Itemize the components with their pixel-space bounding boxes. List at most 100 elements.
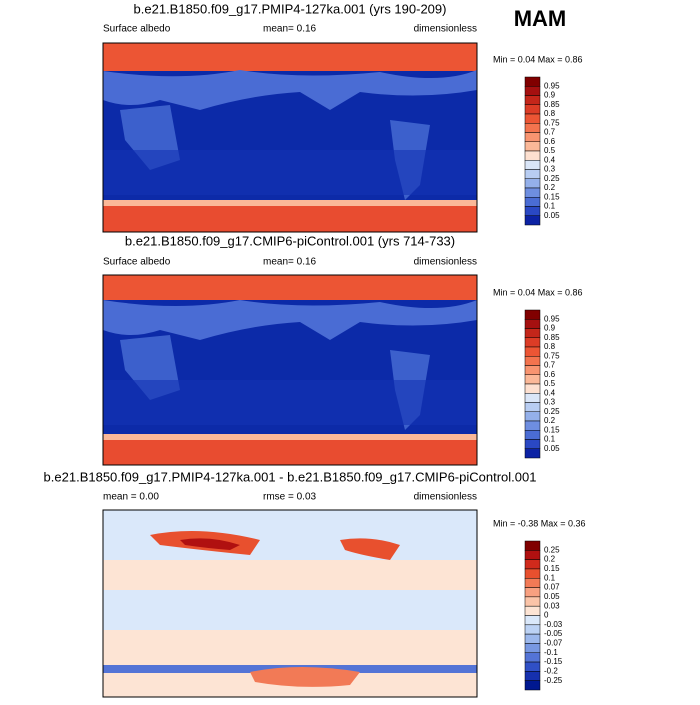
colorbar-box (524, 633, 541, 644)
colorbar-label: 0.85 (544, 333, 560, 342)
colorbar-box (524, 402, 541, 412)
colorbar-box (524, 187, 541, 198)
colorbar-box (524, 206, 541, 216)
panel-title: b.e21.B1850.f09_g17.PMIP4-127ka.001 - b.… (44, 469, 537, 484)
colorbar-label: 0.5 (544, 146, 556, 155)
colorbar-box (524, 132, 541, 142)
colorbar-box (524, 661, 541, 672)
colorbar-label: 0.75 (544, 118, 560, 127)
min-max-label: Min = 0.04 Max = 0.86 (493, 54, 583, 64)
colorbar-label: -0.03 (544, 620, 563, 629)
colorbar-label: 0.25 (544, 545, 560, 554)
panel-title: b.e21.B1850.f09_g17.CMIP6-piControl.001 … (125, 233, 455, 248)
colorbar-label: 0.2 (544, 183, 556, 192)
colorbar-label: 0.95 (544, 81, 560, 90)
colorbar-box (524, 76, 541, 87)
units-label: dimensionless (414, 257, 477, 268)
colorbar-box (524, 568, 541, 579)
colorbar-box (524, 383, 541, 394)
colorbar-box (524, 215, 541, 226)
colorbar-label: 0.75 (544, 351, 560, 360)
colorbar-box (524, 328, 541, 338)
colorbar-label: 0.2 (544, 416, 556, 425)
colorbar-box (524, 309, 541, 320)
colorbar-box (524, 374, 541, 385)
units-label: dimensionless (414, 492, 477, 503)
colorbar-box (524, 596, 541, 607)
colorbar-box (524, 393, 541, 403)
colorbar-label: 0.85 (544, 100, 560, 109)
colorbar-label: 0.6 (544, 370, 556, 379)
colorbar-box (524, 346, 541, 357)
colorbar-box (524, 104, 541, 115)
map-3 (102, 509, 478, 698)
colorbar-box (524, 652, 541, 663)
stat-label: mean= 0.16 (263, 257, 317, 268)
colorbar-box (524, 411, 541, 422)
colorbar-label: 0.4 (544, 388, 556, 397)
colorbar-label: 0.6 (544, 137, 556, 146)
colorbar-label: 0.1 (544, 573, 556, 582)
colorbar-label: 0.05 (544, 592, 560, 601)
colorbar-label: 0.1 (544, 435, 556, 444)
colorbar-box (524, 160, 541, 170)
stat-label: mean= 0.16 (263, 24, 317, 35)
colorbar-box (524, 587, 541, 598)
map-2 (102, 274, 478, 466)
colorbar-box (524, 439, 541, 449)
colorbar-label: 0.25 (544, 174, 560, 183)
colorbar-box (524, 615, 541, 626)
colorbar-box (524, 430, 541, 440)
colorbar-label: 0.05 (544, 211, 560, 220)
colorbar-box (524, 150, 541, 161)
colorbar-label: -0.15 (544, 657, 563, 666)
field-label: Surface albedo (103, 24, 171, 35)
stat-label: rmse = 0.03 (263, 492, 317, 503)
colorbar-label: 0 (544, 611, 549, 620)
colorbar-box (524, 169, 541, 179)
colorbar-label: 0.95 (544, 314, 560, 323)
colorbar-box (524, 365, 541, 375)
field-label: mean = 0.00 (103, 492, 159, 503)
colorbar-box (524, 540, 541, 551)
colorbar-label: -0.05 (544, 629, 563, 638)
colorbar-box (524, 559, 541, 570)
colorbar-label: 0.25 (544, 407, 560, 416)
colorbar-box (524, 448, 541, 459)
colorbar-label: -0.2 (544, 666, 558, 675)
colorbar-box (524, 197, 541, 207)
colorbar-label: 0.9 (544, 324, 556, 333)
colorbar-box (524, 550, 541, 560)
panel-title: b.e21.B1850.f09_g17.PMIP4-127ka.001 (yrs… (134, 1, 447, 16)
colorbar-box (524, 178, 541, 189)
colorbar-box (524, 420, 541, 431)
colorbar-label: 0.7 (544, 128, 556, 137)
colorbar-box (524, 680, 541, 691)
map-1 (102, 42, 478, 233)
min-max-label: Min = -0.38 Max = 0.36 (493, 518, 586, 528)
colorbar-box (524, 643, 541, 653)
colorbar-box (524, 95, 541, 105)
colorbar-box (524, 86, 541, 96)
colorbar-label: -0.07 (544, 639, 563, 648)
colorbar-label: 0.3 (544, 165, 556, 174)
colorbar-label: -0.25 (544, 676, 563, 685)
colorbar-label: 0.15 (544, 425, 560, 434)
colorbar-label: 0.2 (544, 555, 556, 564)
season-label: MAM (514, 6, 567, 31)
colorbar-label: 0.03 (544, 601, 560, 610)
colorbar-box (524, 578, 541, 588)
colorbar-label: 0.8 (544, 342, 556, 351)
colorbar-label: 0.3 (544, 398, 556, 407)
colorbar-box (524, 123, 541, 133)
colorbar-box (524, 624, 541, 635)
field-label: Surface albedo (103, 257, 171, 268)
colorbar-box (524, 141, 541, 152)
units-label: dimensionless (414, 24, 477, 35)
colorbar-box (524, 356, 541, 366)
colorbar-label: 0.8 (544, 109, 556, 118)
colorbar-label: 0.7 (544, 361, 556, 370)
colorbar-label: 0.4 (544, 155, 556, 164)
colorbar-box (524, 319, 541, 329)
